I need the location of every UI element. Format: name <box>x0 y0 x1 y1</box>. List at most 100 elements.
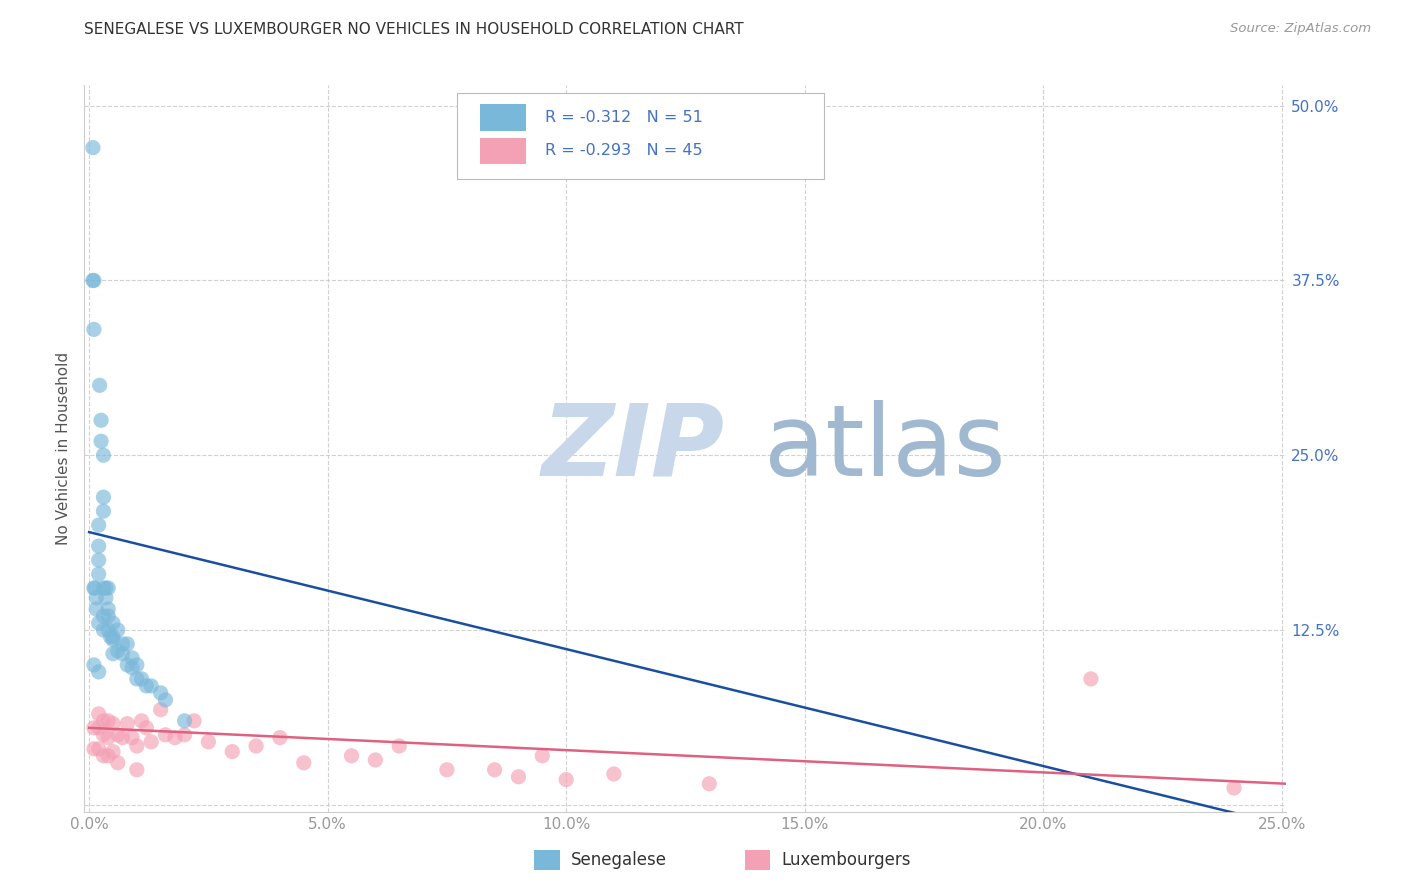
Point <box>131 672 153 686</box>
Point <box>87 553 110 567</box>
Point <box>84 602 107 616</box>
Point <box>125 763 148 777</box>
Point <box>94 581 117 595</box>
Point <box>107 728 129 742</box>
Point <box>141 735 163 749</box>
Text: R = -0.312   N = 51: R = -0.312 N = 51 <box>544 110 703 125</box>
FancyBboxPatch shape <box>479 104 526 130</box>
Text: Source: ZipAtlas.com: Source: ZipAtlas.com <box>1230 22 1371 36</box>
Point <box>87 518 110 533</box>
Point <box>111 637 134 651</box>
Point <box>83 741 105 756</box>
Point <box>125 739 148 753</box>
Point <box>173 728 195 742</box>
Point <box>93 448 115 462</box>
Point <box>101 630 124 644</box>
Point <box>107 756 129 770</box>
Point <box>121 731 143 745</box>
Point <box>101 632 124 647</box>
Point <box>163 731 186 745</box>
Point <box>94 591 117 605</box>
Point <box>93 714 115 728</box>
Point <box>83 657 105 672</box>
Point <box>340 748 363 763</box>
Point <box>87 741 110 756</box>
Point <box>87 721 110 735</box>
Point <box>87 615 110 630</box>
Point <box>83 721 105 735</box>
Point <box>101 745 124 759</box>
Point <box>101 615 124 630</box>
Point <box>603 767 626 781</box>
Text: ZIP: ZIP <box>541 400 724 497</box>
Point <box>155 693 177 707</box>
Point <box>125 672 148 686</box>
Point <box>149 686 172 700</box>
Text: Luxembourgers: Luxembourgers <box>782 851 911 869</box>
Point <box>117 637 139 651</box>
Point <box>364 753 387 767</box>
Point <box>531 748 554 763</box>
Point <box>117 657 139 672</box>
Point <box>100 630 122 644</box>
Point <box>83 322 105 336</box>
Point <box>87 567 110 582</box>
Point <box>84 591 107 605</box>
Point <box>697 777 720 791</box>
Point <box>121 661 143 675</box>
Point <box>245 739 267 753</box>
Point <box>135 721 157 735</box>
Point <box>83 273 105 287</box>
Point <box>89 378 111 392</box>
Point <box>388 739 411 753</box>
Point <box>141 679 163 693</box>
Point <box>125 657 148 672</box>
Y-axis label: No Vehicles in Household: No Vehicles in Household <box>56 351 72 545</box>
Point <box>93 581 115 595</box>
Point <box>107 623 129 637</box>
Point <box>117 716 139 731</box>
Point <box>197 735 219 749</box>
Point <box>87 706 110 721</box>
Point <box>93 748 115 763</box>
Point <box>111 647 134 661</box>
Point <box>107 644 129 658</box>
FancyBboxPatch shape <box>479 137 526 164</box>
Point <box>135 679 157 693</box>
Point <box>173 714 195 728</box>
Point <box>97 731 120 745</box>
Point <box>97 623 120 637</box>
Point <box>87 665 110 679</box>
Point <box>93 728 115 742</box>
Point <box>436 763 458 777</box>
Point <box>97 581 120 595</box>
Point <box>97 602 120 616</box>
Text: R = -0.293   N = 45: R = -0.293 N = 45 <box>544 144 703 159</box>
Point <box>93 504 115 518</box>
Point <box>83 581 105 595</box>
Point <box>87 539 110 553</box>
Point <box>90 413 112 427</box>
Point <box>111 731 134 745</box>
Point <box>101 647 124 661</box>
Point <box>97 714 120 728</box>
Point <box>93 623 115 637</box>
Point <box>82 273 104 287</box>
Point <box>131 714 153 728</box>
Point <box>121 651 143 665</box>
Point <box>97 609 120 624</box>
Point <box>155 728 177 742</box>
Point <box>484 763 506 777</box>
Point <box>90 434 112 449</box>
Point <box>555 772 578 787</box>
Point <box>1080 672 1102 686</box>
Point <box>82 141 104 155</box>
Point <box>508 770 530 784</box>
Point <box>1223 780 1246 795</box>
FancyBboxPatch shape <box>457 94 824 179</box>
Text: Senegalese: Senegalese <box>571 851 666 869</box>
Point <box>93 609 115 624</box>
Point <box>97 748 120 763</box>
Point <box>269 731 291 745</box>
Text: SENEGALESE VS LUXEMBOURGER NO VEHICLES IN HOUSEHOLD CORRELATION CHART: SENEGALESE VS LUXEMBOURGER NO VEHICLES I… <box>84 22 744 37</box>
